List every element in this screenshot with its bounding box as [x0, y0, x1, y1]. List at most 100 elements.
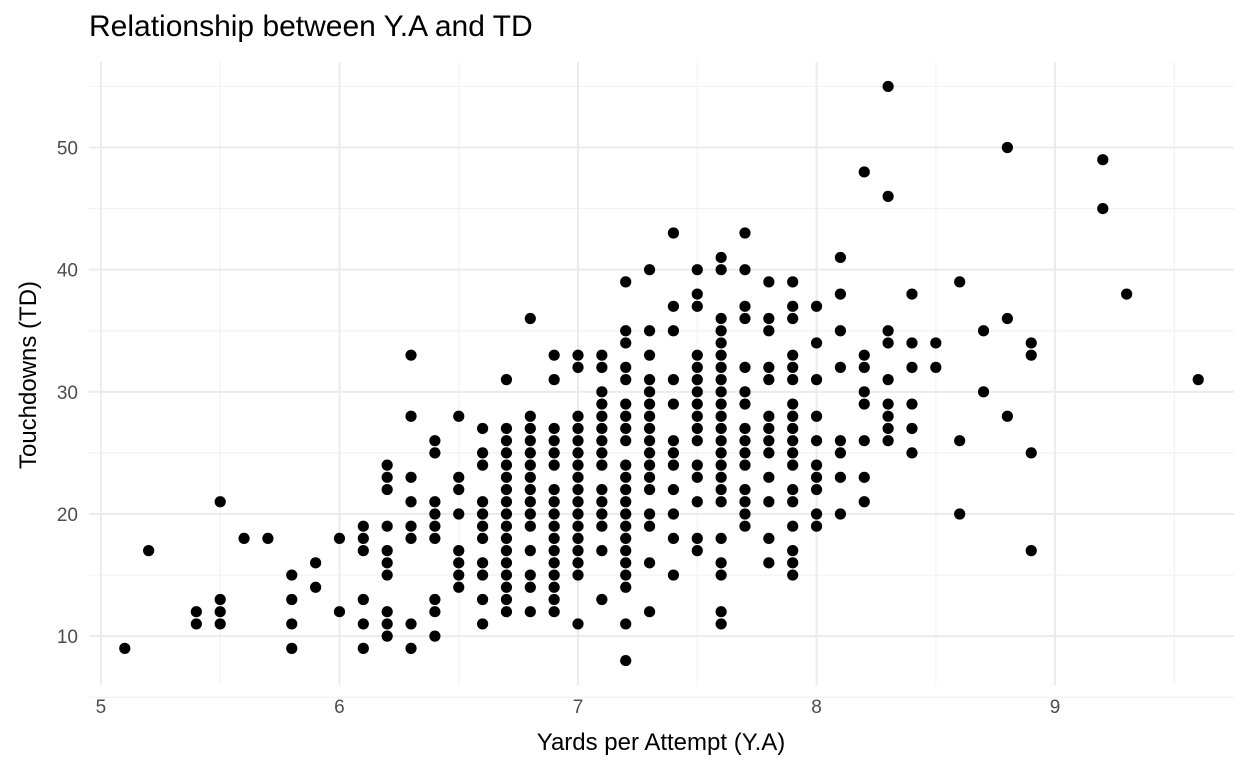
data-point [715, 557, 727, 569]
data-point [643, 557, 656, 569]
data-point [715, 386, 727, 398]
data-point [763, 447, 775, 459]
data-point [429, 532, 441, 545]
data-point [572, 435, 584, 447]
data-point [810, 459, 823, 471]
data-point [620, 496, 632, 508]
data-point [834, 471, 847, 483]
data-point [500, 447, 513, 459]
data-point [787, 483, 799, 496]
data-point [620, 422, 632, 435]
data-point [763, 410, 775, 422]
data-point [500, 532, 513, 545]
y-axis-title: Touchdowns (TD) [15, 281, 42, 469]
data-point [715, 398, 727, 410]
data-point [548, 606, 560, 618]
data-point [357, 593, 369, 606]
data-point [572, 483, 584, 496]
data-point [834, 508, 847, 520]
data-point [882, 80, 894, 93]
data-point [453, 410, 465, 422]
data-point [667, 508, 680, 520]
data-point [500, 471, 513, 483]
data-point [834, 325, 847, 337]
data-point [739, 300, 751, 312]
data-point [787, 435, 799, 447]
data-point [524, 422, 536, 435]
data-point [810, 483, 823, 496]
data-point [763, 312, 775, 325]
x-tick-label: 5 [96, 697, 107, 718]
data-point [500, 593, 513, 606]
data-point [476, 422, 489, 435]
data-point [715, 337, 727, 349]
data-point [763, 557, 775, 569]
data-point [858, 471, 870, 483]
data-point [524, 508, 536, 520]
data-point [930, 337, 942, 349]
data-point [667, 483, 680, 496]
data-point [572, 471, 584, 483]
data-point [739, 422, 751, 435]
data-point [596, 386, 608, 398]
data-point [405, 471, 417, 483]
data-point [620, 581, 632, 593]
data-point [262, 532, 274, 545]
data-point [643, 471, 656, 483]
data-point [787, 398, 799, 410]
data-point [739, 520, 751, 532]
data-point [715, 312, 727, 325]
data-point [858, 361, 870, 373]
grid-lines [89, 62, 1234, 698]
data-point [381, 618, 393, 630]
data-point [596, 545, 608, 557]
data-point [930, 361, 942, 373]
data-point [643, 374, 656, 386]
data-point [214, 618, 226, 630]
data-point [715, 618, 727, 630]
data-point [548, 435, 560, 447]
data-point [763, 325, 775, 337]
data-point [787, 569, 799, 581]
data-point [453, 483, 465, 496]
data-point [429, 520, 441, 532]
data-point [643, 349, 656, 361]
data-point [476, 569, 489, 581]
data-point [572, 447, 584, 459]
data-point [596, 410, 608, 422]
data-point [620, 398, 632, 410]
x-tick-label: 8 [811, 697, 822, 718]
data-point [500, 569, 513, 581]
data-point [453, 471, 465, 483]
data-points [119, 80, 1204, 667]
data-point [548, 532, 560, 545]
data-point [715, 325, 727, 337]
data-point [882, 337, 894, 349]
data-point [1025, 337, 1037, 349]
data-point [476, 447, 489, 459]
data-point [596, 349, 608, 361]
data-point [572, 545, 584, 557]
data-point [405, 410, 417, 422]
data-point [524, 410, 536, 422]
data-point [596, 593, 608, 606]
data-point [381, 483, 393, 496]
data-point [715, 435, 727, 447]
data-point [667, 447, 680, 459]
data-point [858, 398, 870, 410]
data-point [548, 569, 560, 581]
data-point [429, 496, 441, 508]
data-point [715, 606, 727, 618]
data-point [882, 422, 894, 435]
data-point [548, 374, 560, 386]
data-point [739, 264, 751, 276]
data-point [667, 459, 680, 471]
data-point [834, 447, 847, 459]
x-tick-label: 7 [573, 697, 584, 718]
data-point [429, 435, 441, 447]
data-point [739, 435, 751, 447]
data-point [500, 422, 513, 435]
y-tick-label: 50 [57, 139, 78, 160]
data-point [1121, 288, 1133, 300]
data-point [787, 447, 799, 459]
